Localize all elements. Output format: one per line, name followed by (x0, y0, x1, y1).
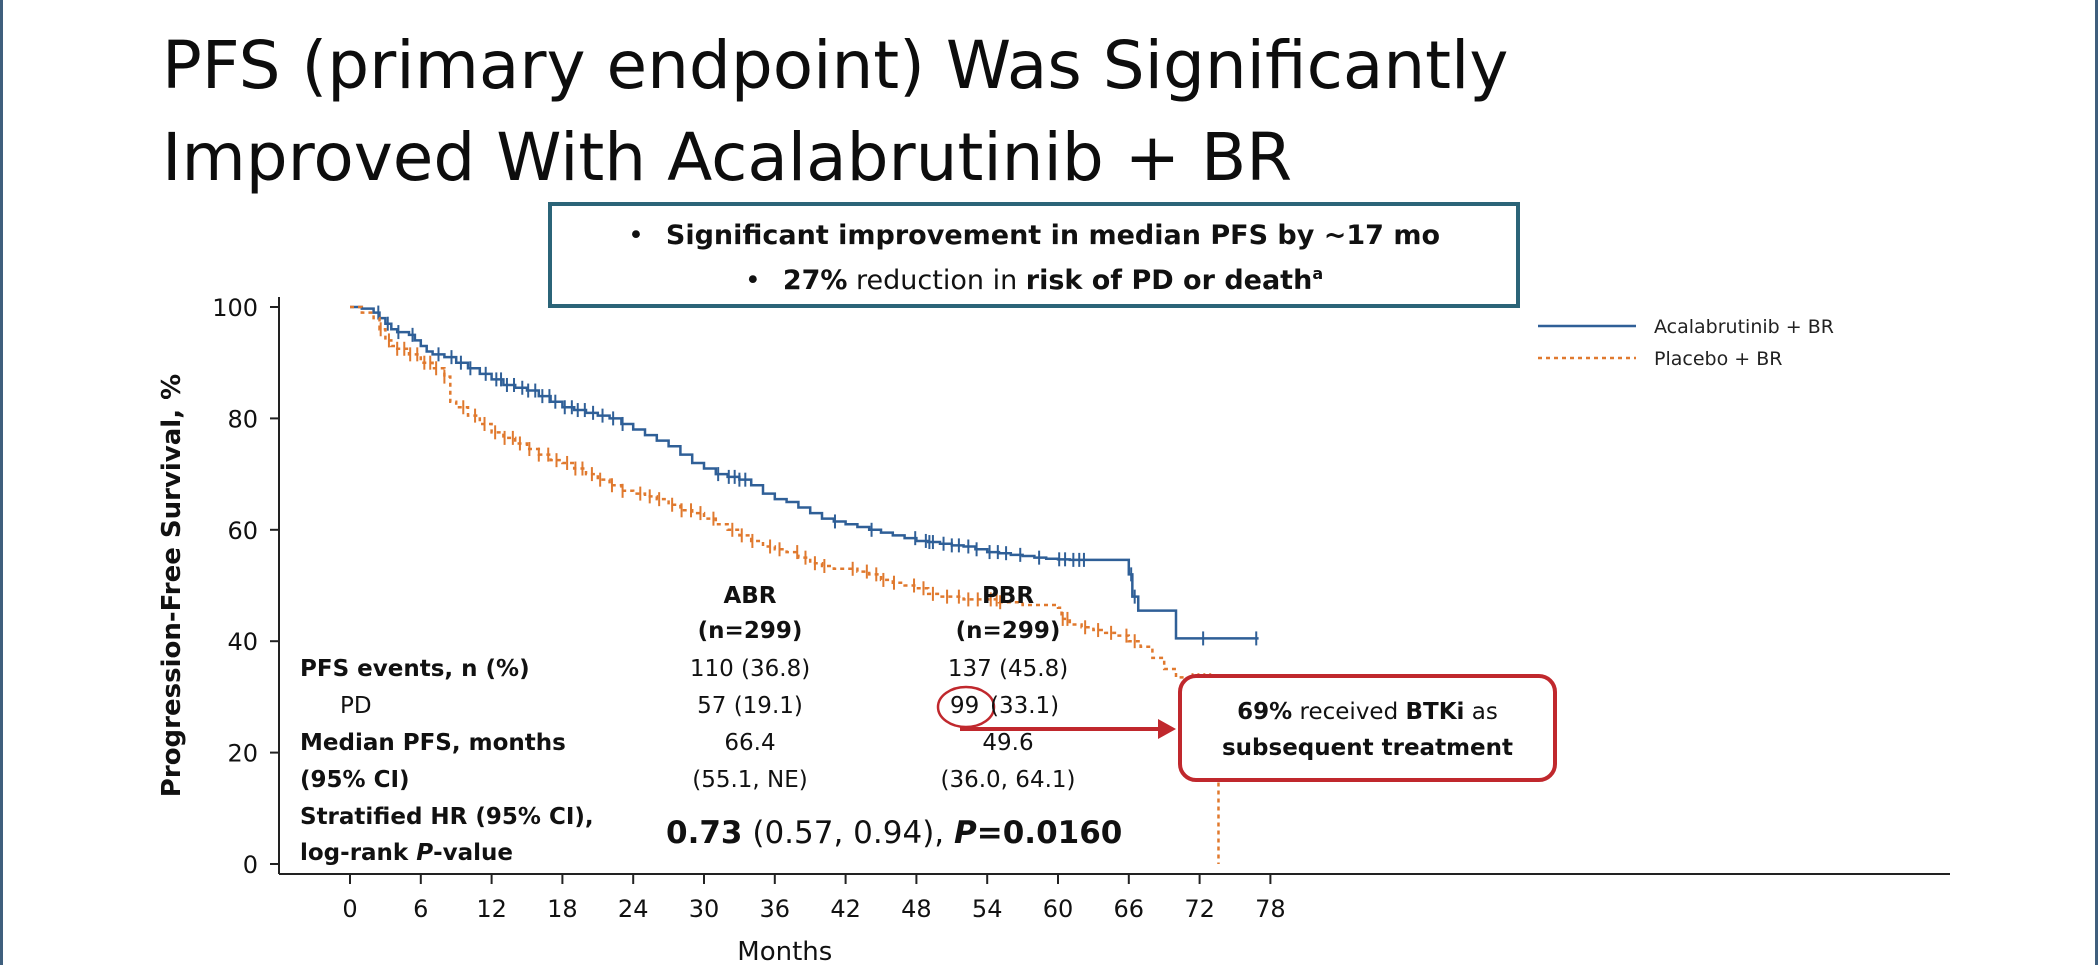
key-finding-callout: • Significant improvement in median PFS b… (548, 202, 1520, 308)
slide-right-border (2095, 0, 2098, 965)
cell-abr-median: 66.4 (724, 730, 776, 756)
row-label-logrank: log-rank P-value (300, 840, 514, 866)
title-line-1: PFS (primary endpoint) Was Significantly (162, 27, 1509, 104)
y-tick-label: 40 (227, 628, 258, 656)
x-tick-label: 6 (413, 895, 428, 923)
x-tick-label: 0 (342, 895, 357, 923)
x-axis-title: Months (737, 937, 832, 965)
callout-bullet-2: • 27% reduction in risk of PD or deatha (744, 264, 1324, 296)
y-tick-label: 20 (227, 740, 258, 768)
col-header-pbr: PBR (981, 583, 1035, 609)
x-tick-label: 48 (901, 895, 932, 923)
chart-axes: 0 20 40 60 80 100 0 6 12 18 24 30 36 42 48 54 60 66 72 78 Mo… (157, 294, 1950, 965)
y-axis-title: Progression-Free Survival, % (157, 374, 187, 797)
chart-curves (350, 305, 1259, 864)
cell-pbr-pd-pct: (33.1) (990, 693, 1060, 719)
y-tick-label: 100 (212, 294, 258, 322)
x-tick-label: 30 (689, 895, 720, 923)
legend-label: Placebo + BR (1654, 348, 1782, 370)
x-tick-label: 12 (476, 895, 507, 923)
col-header-abr: ABR (723, 583, 777, 609)
x-tick-label: 24 (618, 895, 649, 923)
btki-callout-box: 69% received BTKi as subsequent treatmen… (1178, 674, 1557, 782)
col-header-pbr-n: (n=299) (955, 618, 1061, 644)
x-tick-label: 18 (547, 895, 578, 923)
title-line-2: Improved With Acalabrutinib + BR (162, 119, 1293, 196)
cell-pbr-pd-count: 99 (950, 693, 980, 719)
row-label-pd: PD (340, 693, 372, 719)
row-label-median-pfs: Median PFS, months (300, 730, 566, 756)
x-tick-label: 54 (972, 895, 1003, 923)
callout-bullet-1: • Significant improvement in median PFS b… (627, 220, 1441, 251)
cell-pbr-pfs-events: 137 (45.8) (947, 656, 1069, 682)
col-header-abr-n: (n=299) (697, 618, 803, 644)
x-tick-label: 78 (1255, 895, 1286, 923)
bullet-dot-icon: • (744, 265, 761, 296)
x-tick-label: 36 (760, 895, 791, 923)
slide-title: PFS (primary endpoint) Was Significantly… (162, 20, 1862, 204)
y-tick-label: 80 (227, 405, 258, 433)
cell-pbr-ci: (36.0, 64.1) (940, 767, 1076, 793)
row-label-hr: Stratified HR (95% CI), (300, 804, 594, 830)
x-tick-label: 42 (830, 895, 861, 923)
arrow-head-icon (1158, 719, 1176, 739)
row-label-pfs-events: PFS events, n (%) (300, 656, 530, 682)
cell-abr-ci: (55.1, NE) (692, 767, 808, 793)
x-tick-label: 60 (1043, 895, 1074, 923)
chart-legend: Acalabrutinib + BR Placebo + BR (1538, 316, 1834, 370)
row-label-ci: (95% CI) (300, 767, 410, 793)
x-tick-label: 66 (1114, 895, 1145, 923)
btki-line-2: subsequent treatment (1221, 735, 1513, 761)
slide-left-border (0, 0, 3, 965)
cell-abr-pd: 57 (19.1) (697, 693, 803, 719)
y-tick-label: 0 (243, 851, 258, 879)
x-tick-label: 72 (1184, 895, 1215, 923)
cell-abr-pfs-events: 110 (36.8) (689, 656, 811, 682)
legend-label: Acalabrutinib + BR (1654, 316, 1834, 338)
btki-line-1: 69% received BTKi as (1237, 699, 1498, 725)
bullet-dot-icon: • (627, 220, 644, 251)
pd-arrow (936, 685, 1176, 739)
cell-pbr-median: 49.6 (982, 730, 1034, 756)
hr-value: 0.73 (0.57, 0.94), P=0.0160 (666, 815, 1123, 851)
placebo-curve (350, 305, 1220, 864)
y-tick-label: 60 (227, 517, 258, 545)
